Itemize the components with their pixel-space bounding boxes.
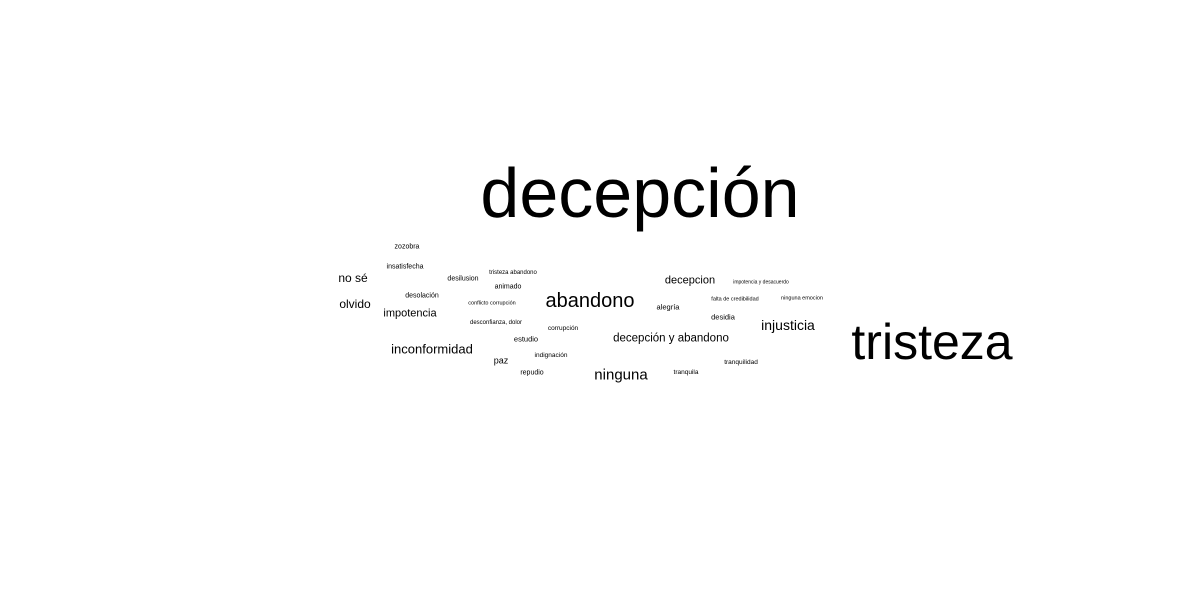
- word: desolación: [405, 292, 439, 300]
- word: alegría: [656, 302, 680, 312]
- word: desconfianza, dolor: [469, 320, 523, 326]
- word: estudio: [513, 334, 539, 344]
- word: desilusion: [447, 275, 479, 283]
- word: impotencia: [383, 307, 437, 320]
- word: conflicto corrupción: [468, 300, 516, 307]
- word: decepción y abandono: [613, 332, 729, 345]
- word: falta de credibilidad: [711, 296, 759, 303]
- word: olvido: [339, 297, 371, 311]
- word: decepcion: [664, 274, 716, 287]
- word: zozobra: [394, 243, 420, 251]
- word: corrupción: [547, 324, 579, 332]
- word: injusticia: [761, 317, 815, 333]
- word: inconformidad: [391, 341, 473, 357]
- word: tranquila: [673, 368, 699, 376]
- word: ninguna: [594, 366, 648, 384]
- word: desidia: [711, 312, 735, 322]
- word: impotencia y desacuerdo: [733, 279, 789, 286]
- word: tranquilidad: [724, 358, 758, 366]
- word: tristeza abandono: [489, 270, 537, 276]
- word: paz: [493, 355, 509, 366]
- word: tristeza: [851, 314, 1013, 370]
- word: abandono: [545, 290, 635, 312]
- word: decepción: [480, 154, 800, 232]
- word: indignación: [534, 351, 568, 359]
- word: ninguna emocion: [781, 295, 823, 302]
- word: insatisfecha: [386, 263, 424, 271]
- word: no sé: [338, 271, 368, 285]
- word: repudio: [520, 369, 544, 377]
- word: animado: [494, 283, 522, 291]
